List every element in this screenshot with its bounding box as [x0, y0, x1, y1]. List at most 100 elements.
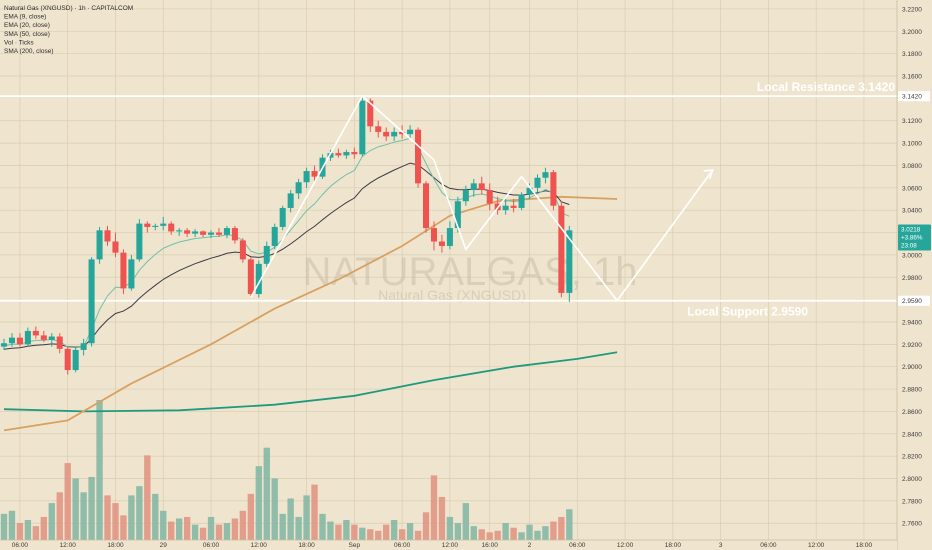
- volume-bar: [160, 510, 167, 540]
- volume-bar: [136, 486, 143, 540]
- current-price-badge: 3.0218+3.86%23:08: [898, 224, 931, 251]
- volume-bar: [215, 524, 223, 540]
- time-tick: 16:00: [482, 542, 499, 549]
- scenario-path: [250, 94, 714, 303]
- candle-body: [104, 230, 111, 242]
- watermark: NATURALGAS, 1h Natural Gas (XNGUSD): [303, 250, 638, 303]
- candle-body: [271, 226, 278, 246]
- candle-body: [72, 349, 79, 371]
- candle-body: [0, 343, 8, 347]
- price-tick: 3.1420: [902, 94, 922, 101]
- volume-bar: [0, 513, 8, 540]
- volume-bar: [359, 527, 366, 540]
- candle-body: [391, 131, 398, 137]
- time-tick: 06:00: [569, 542, 586, 549]
- volume-bar: [255, 466, 262, 540]
- candle-body: [422, 183, 430, 229]
- price-tick: 2.8400: [902, 431, 922, 438]
- volume-bar: [486, 532, 493, 540]
- candle-body: [470, 183, 477, 191]
- candle-body: [96, 230, 103, 260]
- price-tick: 3.1200: [902, 118, 922, 125]
- candle-body: [168, 223, 175, 232]
- volume-bar: [175, 518, 183, 540]
- price-badge-line: 3.0218: [901, 227, 921, 234]
- scenario-arrowhead: [703, 169, 714, 180]
- candle-body: [223, 228, 230, 235]
- volume-bar: [120, 515, 127, 540]
- volume-bar: [390, 520, 398, 540]
- price-tick: 3.0400: [902, 208, 922, 215]
- candle-body: [144, 223, 151, 227]
- volume-bar: [375, 530, 382, 540]
- volume-bar: [295, 516, 302, 540]
- candle-body: [454, 201, 461, 229]
- price-axis[interactable]: 3.2200 3.2000 3.1800 3.1600 3.1420 3.1200 3.10…: [896, 0, 932, 550]
- candle-body: [287, 193, 294, 208]
- volume-bar: [343, 520, 350, 540]
- sma200-line: [3, 351, 618, 413]
- candle-body: [215, 232, 223, 235]
- candle-body: [303, 171, 310, 183]
- time-tick: 3: [719, 542, 723, 549]
- volume-bar: [398, 529, 406, 540]
- volume-bar: [510, 527, 517, 540]
- volume-bar: [48, 503, 55, 540]
- candle-body: [231, 228, 238, 241]
- candle-body: [263, 245, 270, 264]
- volume-bar: [279, 513, 286, 540]
- volume-bar: [422, 512, 430, 540]
- levels: Local Resistance 3.1420 Local Support 2.9…: [0, 80, 897, 319]
- candle-body: [247, 259, 254, 295]
- price-tick: 3.0600: [902, 185, 922, 192]
- price-tick: 3.1600: [902, 74, 922, 81]
- candle-body: [120, 252, 127, 289]
- price-tick: 2.9200: [902, 342, 922, 349]
- volume-bar: [335, 524, 342, 540]
- volume-bar: [199, 527, 207, 540]
- time-tick: 06:00: [760, 542, 777, 549]
- volume-bar: [239, 510, 247, 540]
- time-tick: Sep: [349, 542, 361, 549]
- time-axis[interactable]: 06:00 12:00 18:00 29 06:00 12:00 18:00 Sep 06:00…: [0, 539, 897, 550]
- time-tick: 18:00: [298, 542, 315, 549]
- volume-bar: [287, 498, 294, 540]
- time-tick: 18:00: [107, 542, 124, 549]
- volume-bar: [566, 509, 573, 540]
- candle-body: [176, 230, 183, 232]
- volume-bar: [168, 521, 175, 540]
- candle-body: [207, 232, 215, 235]
- price-tick: 2.9800: [902, 275, 922, 282]
- legend-entry: Natural Gas (XNGUSD) · 1h · CAPITALCOM: [4, 5, 133, 12]
- volume-bar: [72, 478, 79, 540]
- sma50-line: [3, 195, 618, 432]
- price-tick: 2.9000: [902, 364, 922, 371]
- time-tick: 12:00: [251, 542, 268, 549]
- volume-bar: [144, 455, 151, 540]
- candle-body: [128, 259, 135, 289]
- price-tick: 3.1800: [902, 51, 922, 58]
- candle-body: [415, 129, 422, 184]
- candle-body: [8, 337, 15, 344]
- volume-bar: [518, 532, 525, 540]
- volume-bar: [494, 530, 501, 540]
- candle-body: [526, 187, 533, 195]
- volume-bar: [207, 516, 215, 540]
- volume-bar: [152, 493, 159, 540]
- time-tick: 12:00: [617, 542, 634, 549]
- candle-body: [383, 131, 390, 137]
- candle-body: [295, 182, 302, 194]
- price-tick: 2.8000: [902, 476, 922, 483]
- volume-bar: [351, 524, 358, 540]
- candle-body: [192, 231, 199, 234]
- legend-entry: SMA (50, close): [4, 31, 50, 38]
- candle-body: [375, 126, 382, 132]
- volume-bar: [446, 516, 454, 540]
- volume-bar: [64, 463, 71, 540]
- legend-entry: SMA (200, close): [4, 48, 54, 55]
- volume-bar: [263, 447, 270, 540]
- candle-body: [64, 348, 71, 371]
- price-badge-line: +3.86%: [901, 235, 923, 242]
